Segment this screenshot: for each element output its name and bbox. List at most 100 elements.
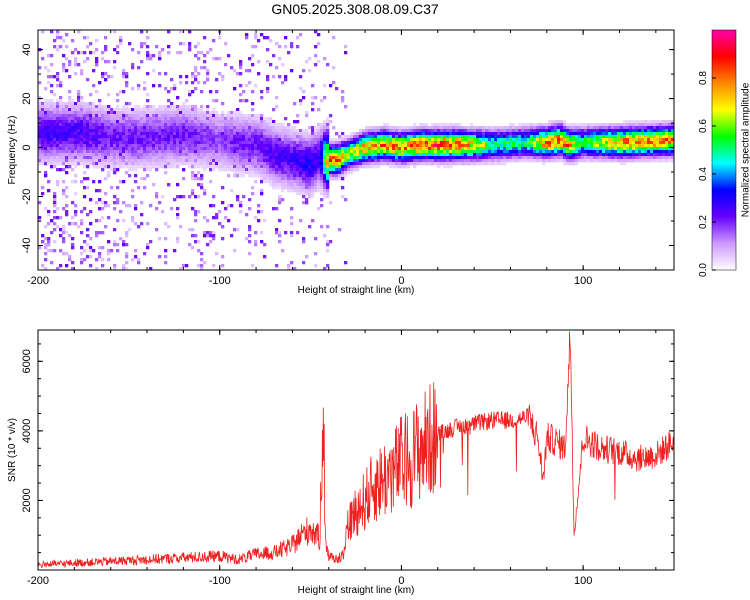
spectrogram-cell (161, 159, 165, 163)
spectrogram-cell (377, 138, 381, 142)
spectrogram-cell (242, 174, 246, 178)
spectrogram-cell (230, 111, 234, 115)
spectrogram-cell (131, 63, 135, 67)
spectrogram-cell (512, 159, 516, 163)
spectrogram-cell (641, 141, 645, 145)
spectrogram-cell (203, 132, 207, 136)
spectrogram-cell (209, 147, 213, 151)
spectrogram-cell (302, 192, 306, 196)
spectrogram-cell (293, 153, 297, 157)
spectrogram-cell (50, 54, 54, 58)
spectrogram-cell (311, 147, 315, 151)
spectrogram-cell (38, 156, 42, 160)
spectrogram-cell (224, 162, 228, 166)
spectrogram-cell (296, 168, 300, 172)
spectrogram-cell (44, 150, 48, 154)
spectrogram-cell (635, 135, 639, 139)
spectrogram-cell (107, 216, 111, 220)
spectrogram-cell (272, 168, 276, 172)
spectrogram-cell (206, 132, 210, 136)
spectrogram-cell (260, 117, 264, 121)
spectrogram-cell (650, 156, 654, 160)
spectrogram-cell (398, 150, 402, 154)
spectrogram-cell (224, 120, 228, 124)
spectrogram-cell (122, 264, 126, 268)
spectrogram-cell (155, 114, 159, 118)
spectrogram-cell (569, 153, 573, 157)
spectrogram-cell (530, 147, 534, 151)
spectrogram-cell (197, 114, 201, 118)
spectrogram-cell (194, 135, 198, 139)
spectrogram-cell (104, 162, 108, 166)
spectrogram-cell (59, 105, 63, 109)
spectrogram-cell (179, 195, 183, 199)
spectrogram-cell (299, 156, 303, 160)
spectrogram-cell (86, 186, 90, 190)
spectrogram-cell (368, 159, 372, 163)
spectrogram-cell (101, 165, 105, 169)
spectrogram-cell (71, 138, 75, 142)
spectrogram-cell (566, 159, 570, 163)
spectrogram-cell (551, 123, 555, 127)
spectrogram-cell (146, 174, 150, 178)
spectrogram-cell (170, 129, 174, 133)
spectrogram-cell (83, 120, 87, 124)
spectrogram-cell (482, 150, 486, 154)
spectrogram-cell (116, 150, 120, 154)
spectrogram-cell (113, 168, 117, 172)
spectrogram-cell (212, 159, 216, 163)
spectrogram-cell (248, 234, 252, 238)
spectrogram-cell (611, 135, 615, 139)
spectrogram-cell (227, 135, 231, 139)
spectrogram-cell (206, 51, 210, 55)
spectrogram-cell (119, 165, 123, 169)
spectrogram-cell (431, 129, 435, 133)
spectrogram-cell (356, 150, 360, 154)
spectrogram-cell (62, 141, 66, 145)
spectrogram-cell (167, 105, 171, 109)
spectrogram-cell (449, 135, 453, 139)
spectrogram-cell (338, 171, 342, 175)
spectrogram-cell (476, 138, 480, 142)
spectrogram-cell (260, 168, 264, 172)
spectrogram-cell (308, 177, 312, 181)
spectrogram-cell (137, 51, 141, 55)
spectrogram-cell (272, 126, 276, 130)
spectrogram-cell (188, 45, 192, 49)
spectrogram-cell (371, 144, 375, 148)
spectrogram-cell (68, 132, 72, 136)
spectrogram-cell (296, 135, 300, 139)
spectrogram-cell (323, 138, 327, 142)
spectrogram-cell (434, 162, 438, 166)
spectrogram-cell (326, 162, 330, 166)
spectrogram-cell (311, 144, 315, 148)
spectrogram-cell (452, 135, 456, 139)
spectrogram-cell (389, 165, 393, 169)
spectrogram-cell (326, 132, 330, 136)
spectrogram-cell (158, 201, 162, 205)
spectrogram-cell (200, 135, 204, 139)
spectrogram-cell (239, 99, 243, 103)
spectrogram-cell (416, 156, 420, 160)
spectrogram-cell (38, 132, 42, 136)
spectrogram-cell (107, 75, 111, 79)
spectrogram-cell (77, 147, 81, 151)
spectrogram-cell (503, 144, 507, 148)
spectrogram-cell (497, 150, 501, 154)
spectrogram-cell (104, 114, 108, 118)
spectrogram-cell (440, 150, 444, 154)
spectrogram-cell (662, 123, 666, 127)
spectrogram-cell (269, 138, 273, 142)
spectrogram-cell (419, 138, 423, 142)
spectrogram-cell (179, 132, 183, 136)
spectrogram-cell (56, 207, 60, 211)
spectrogram-cell (602, 147, 606, 151)
spectrogram-cell (605, 159, 609, 163)
spectrogram-cell (302, 195, 306, 199)
spectrogram-cell (293, 120, 297, 124)
spectrogram-cell (530, 156, 534, 160)
spectrogram-cell (662, 141, 666, 145)
spectrogram-cell (287, 150, 291, 154)
spectrogram-cell (509, 159, 513, 163)
spectrogram-cell (554, 159, 558, 163)
